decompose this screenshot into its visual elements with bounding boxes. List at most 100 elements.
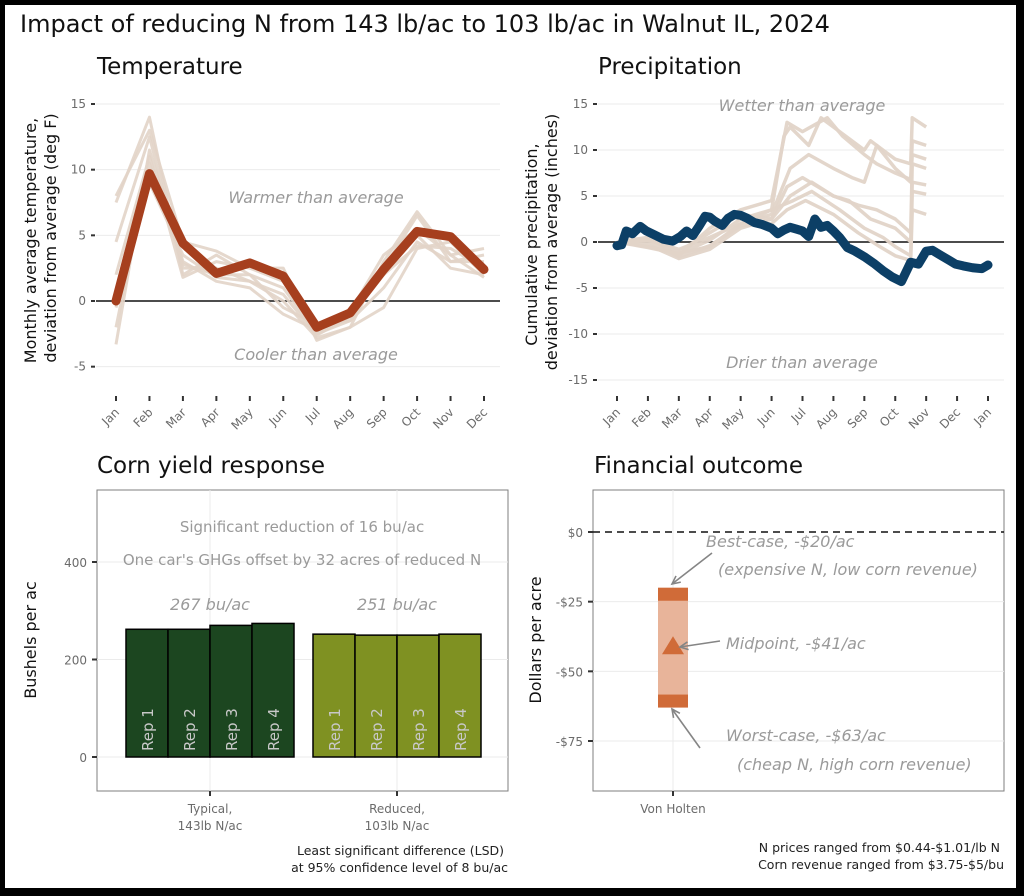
- precipitation-y-tick-label: -10: [568, 327, 588, 341]
- temperature-x-ticks: Jan Feb Mar Apr May Jun Jul Aug Sep Oct Nov Dec: [98, 396, 490, 433]
- corn-yield-bar-label: Rep 3: [223, 708, 241, 751]
- significant-reduction-annotation: Significant reduction of 16 bu/ac: [180, 518, 424, 536]
- precipitation-x-tick-label: May: [719, 405, 746, 432]
- corn-yield-x-tick-label-line: Typical,: [187, 802, 233, 816]
- financial-annotations: Best-case, -$20/ac (expensive N, low cor…: [670, 532, 978, 774]
- midpoint-annotation: Midpoint, -$41/ac: [726, 634, 866, 653]
- temperature-x-tick-label: Feb: [131, 405, 156, 430]
- temperature-y-tick-label: 5: [78, 228, 86, 242]
- temperature-x-tick-label: Aug: [330, 405, 356, 431]
- temperature-x-tick-label: Nov: [430, 405, 456, 431]
- corn-yield-bar-label: Rep 1: [326, 708, 344, 751]
- financial-midpoint-triangle: [662, 636, 684, 655]
- precipitation-y-tick-label: 5: [580, 189, 588, 203]
- precipitation-historic-line: [616, 198, 927, 263]
- temperature-title: Temperature: [96, 54, 243, 80]
- corn-yield-bar-label: Rep 1: [139, 708, 157, 751]
- financial-outcome-panel: Financial outcome Dollars per acre $0 -$2…: [526, 453, 1005, 872]
- financial-y-tick-label: -$75: [556, 735, 583, 749]
- financial-worst-case-cap: [658, 694, 688, 708]
- temperature-ylabel-line-2: deviation from average (deg F): [41, 113, 60, 362]
- corn-yield-x-tick-label-line: Reduced,: [369, 802, 425, 816]
- lsd-caption: Least significant difference (LSD) at 95…: [291, 843, 508, 875]
- financial-y-ticks: $0 -$25 -$50 -$75: [556, 526, 593, 749]
- precipitation-y-tick-label: -15: [568, 373, 588, 387]
- financial-outcome-ylabel: Dollars per acre: [526, 576, 545, 703]
- lsd-caption-line-2: at 95% confidence level of 8 bu/ac: [291, 860, 508, 875]
- corn-yield-mean-label: 267 bu/ac: [170, 595, 250, 614]
- temperature-x-tick-label: Mar: [163, 405, 189, 431]
- figure-frame: Impact of reducing N from 143 lb/ac to 1…: [5, 5, 1016, 888]
- midpoint-arrow-icon-head: [678, 641, 689, 651]
- financial-outcome-title: Financial outcome: [594, 453, 803, 479]
- precipitation-x-tick-label: Mar: [659, 405, 685, 431]
- corn-yield-bar-label: Rep 2: [181, 708, 199, 751]
- ghg-offset-annotation: One car's GHGs offset by 32 acres of red…: [123, 551, 481, 569]
- price-caption: N prices ranged from $0.44-$1.01/lb N Co…: [758, 840, 1004, 872]
- corn-yield-bar-label: Rep 2: [368, 708, 386, 751]
- precipitation-panel: Precipitation Cumulative precipitation, …: [522, 54, 1004, 433]
- precipitation-x-ticks: Jan Feb Mar Apr May Jun Jul Aug Sep Oct Nov Dec Jan: [599, 396, 994, 433]
- corn-yield-y-ticks: 0 200 400: [64, 556, 97, 765]
- precipitation-ylabel: Cumulative precipitation, deviation from…: [522, 114, 561, 371]
- lsd-caption-line-1: Least significant difference (LSD): [297, 843, 504, 858]
- price-caption-line-1: N prices ranged from $0.44-$1.01/lb N: [759, 840, 1000, 855]
- temperature-panel: Temperature Monthly average temperature,…: [21, 54, 500, 433]
- precipitation-y-ticks: 15 10 5 0 -5 -10 -15: [568, 97, 597, 387]
- temperature-series: [111, 115, 489, 345]
- figure-canvas: Impact of reducing N from 143 lb/ac to 1…: [20, 10, 1005, 875]
- wetter-annotation: Wetter than average: [719, 96, 886, 115]
- financial-x-ticks: Von Holten: [640, 791, 706, 816]
- corn-yield-panel: Corn yield response Bushels per ac 0 200 4…: [21, 453, 509, 875]
- precipitation-x-tick-label: Aug: [813, 405, 839, 431]
- precipitation-title: Precipitation: [598, 54, 742, 80]
- corn-yield-bar-label: Rep 3: [410, 708, 428, 751]
- temperature-x-tick-label: Jul: [302, 405, 323, 426]
- precipitation-historic-line: [616, 180, 927, 253]
- precipitation-x-tick-label: Jan: [970, 405, 994, 429]
- warmer-annotation: Warmer than average: [228, 188, 404, 207]
- corn-yield-x-tick-label: Reduced, 103lb N/ac: [365, 802, 430, 833]
- temperature-x-tick-label: Jun: [266, 405, 290, 429]
- temperature-y-tick-label: 15: [71, 97, 86, 111]
- corn-yield-mean-label: 251 bu/ac: [357, 595, 437, 614]
- price-caption-line-2: Corn revenue ranged from $3.75-$5/bu: [758, 857, 1004, 872]
- precipitation-x-tick-label: Oct: [877, 405, 902, 430]
- corn-yield-y-tick-label: 0: [79, 751, 87, 765]
- precipitation-ylabel-line-1: Cumulative precipitation,: [522, 143, 541, 345]
- precipitation-y-tick-label: 10: [573, 143, 588, 157]
- precipitation-x-tick-label: Jul: [788, 405, 809, 426]
- worst-case-annotation: Worst-case, -$63/ac: [726, 726, 886, 745]
- financial-y-tick-label: -$25: [556, 596, 583, 610]
- temperature-x-tick-label: May: [228, 405, 255, 432]
- precipitation-x-tick-label: Jan: [599, 405, 623, 429]
- precipitation-y-tick-label: -5: [576, 281, 588, 295]
- best-case-arrow-icon: [670, 552, 713, 586]
- temperature-x-tick-label: Apr: [198, 405, 223, 430]
- temperature-y-tick-label: 0: [78, 294, 86, 308]
- financial-best-case-cap: [658, 587, 688, 601]
- corn-yield-ylabel: Bushels per ac: [21, 581, 40, 699]
- precipitation-x-tick-label: Apr: [691, 405, 716, 430]
- corn-yield-bar: [125, 628, 169, 758]
- worst-case-arrow-icon-shaft: [671, 708, 701, 749]
- temperature-y-tick-label: -5: [74, 360, 86, 374]
- worst-case-arrow-icon-head: [670, 707, 681, 719]
- corn-yield-bar-label: Rep 4: [452, 708, 470, 751]
- corn-yield-bar: [396, 634, 440, 758]
- corn-yield-bar-label: Rep 4: [265, 708, 283, 751]
- precipitation-y-tick-label: 15: [573, 97, 588, 111]
- best-case-arrow-icon-head: [670, 575, 681, 586]
- precipitation-2024-line: [612, 209, 993, 287]
- best-case-arrow-icon-shaft: [671, 552, 713, 585]
- temperature-y-ticks: 15 10 5 0 -5: [71, 97, 95, 374]
- temperature-ylabel: Monthly average temperature, deviation f…: [21, 113, 60, 363]
- cooler-annotation: Cooler than average: [234, 345, 398, 364]
- corn-yield-title: Corn yield response: [97, 453, 325, 479]
- main-title: Impact of reducing N from 143 lb/ac to 1…: [20, 10, 830, 38]
- precipitation-x-tick-label: Nov: [906, 405, 932, 431]
- corn-yield-x-tick-label: Typical, 143lb N/ac: [178, 802, 243, 833]
- worst-case-detail-annotation: (cheap N, high corn revenue): [737, 755, 972, 774]
- financial-y-tick-label: $0: [568, 526, 583, 540]
- temperature-historic-line: [114, 181, 485, 337]
